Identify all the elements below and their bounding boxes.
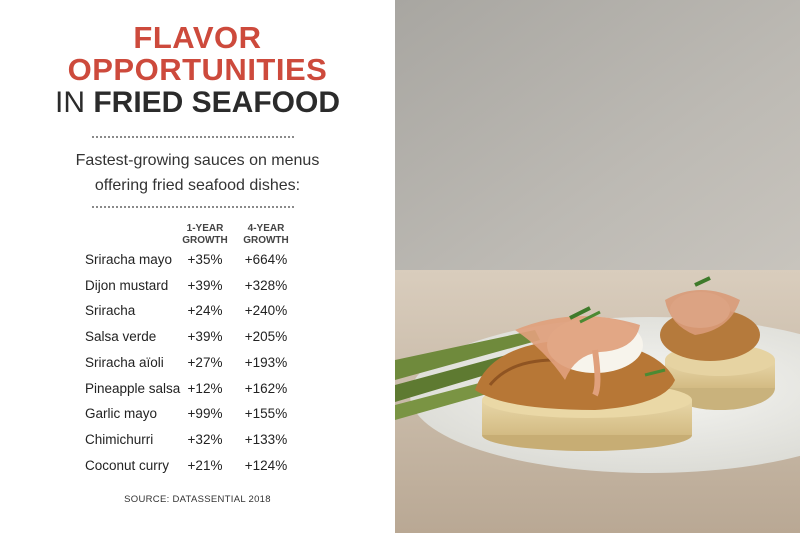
sauce-name: Dijon mustard	[85, 277, 169, 293]
one-year-growth: +21%	[187, 457, 223, 473]
four-year-growth: +133%	[244, 431, 288, 447]
sauce-name: Sriracha mayo	[85, 252, 173, 267]
one-year-growth: +27%	[187, 354, 223, 370]
title-line-3: IN FRIED SEAFOOD	[0, 88, 395, 118]
table-row: Dijon mustard +39% +328%	[0, 278, 395, 304]
title-line-2: OPPORTUNITIES	[67, 52, 328, 87]
title-line-3-rest: FRIED SEAFOOD	[93, 86, 341, 119]
four-year-growth: +193%	[244, 354, 288, 370]
divider-top	[92, 136, 294, 138]
four-year-growth: +328%	[244, 277, 288, 293]
sauce-name: Chimichurri	[85, 431, 154, 447]
four-year-growth: +155%	[244, 406, 288, 422]
column-header-4-year-line-1: 4-YEAR	[247, 223, 285, 234]
background-wall	[395, 0, 800, 290]
four-year-growth: +162%	[244, 380, 288, 396]
table-subtitle: Fastest-growing sauces on menus offering…	[60, 148, 335, 198]
sauce-name: Sriracha	[85, 303, 136, 319]
four-year-growth: +205%	[244, 329, 288, 345]
back-benedict	[660, 290, 775, 410]
table-row: Chimichurri +32% +133%	[0, 432, 395, 458]
one-year-growth: +39%	[187, 277, 223, 293]
table-row: Garlic mayo +99% +155%	[0, 406, 395, 432]
table-row: Coconut curry +21% +124%	[0, 458, 395, 484]
table-row: Sriracha mayo +35% +664%	[0, 252, 395, 278]
four-year-growth: +240%	[244, 303, 288, 319]
divider-bottom	[92, 206, 294, 208]
sauce-name: Coconut curry	[85, 457, 170, 473]
one-year-growth: +24%	[187, 303, 223, 319]
subtitle-line-2: offering fried seafood dishes:	[94, 177, 301, 194]
column-header-1-year: 1-YEAR GROWTH	[175, 223, 235, 247]
one-year-growth: +12%	[187, 380, 223, 396]
one-year-growth: +35%	[187, 252, 223, 267]
sauce-name: Garlic mayo	[85, 406, 158, 422]
eggs-benedict-photo	[395, 0, 800, 533]
sauce-name: Pineapple salsa	[85, 380, 181, 396]
column-header-1-year-line-1: 1-YEAR	[186, 223, 224, 234]
one-year-growth: +32%	[187, 431, 223, 447]
column-header-1-year-line-2: GROWTH	[182, 235, 228, 246]
four-year-growth: +664%	[244, 252, 288, 267]
front-benedict	[475, 316, 692, 451]
sauce-name: Salsa verde	[85, 329, 157, 345]
infographic-panel: FLAVOR OPPORTUNITIES IN FRIED SEAFOOD Fa…	[0, 0, 395, 533]
chive-garnish	[569, 276, 711, 377]
subtitle-line-1: Fastest-growing sauces on menus	[75, 152, 320, 169]
table-row: Pineapple salsa +12% +162%	[0, 381, 395, 407]
title-line-1: FLAVOR	[133, 20, 262, 55]
table-row: Sriracha +24% +240%	[0, 303, 395, 329]
table-row: Salsa verde +39% +205%	[0, 329, 395, 355]
column-header-4-year: 4-YEAR GROWTH	[236, 223, 296, 247]
column-header-4-year-line-2: GROWTH	[243, 235, 289, 246]
source-note: SOURCE: DATASSENTIAL 2018	[124, 494, 271, 505]
one-year-growth: +39%	[187, 329, 223, 345]
table-row: Sriracha aïoli +27% +193%	[0, 355, 395, 381]
title-line-3-prefix: IN	[54, 86, 85, 119]
one-year-growth: +99%	[187, 406, 223, 422]
four-year-growth: +124%	[244, 457, 288, 473]
sauce-name: Sriracha aïoli	[85, 354, 164, 370]
food-photo	[395, 0, 800, 533]
